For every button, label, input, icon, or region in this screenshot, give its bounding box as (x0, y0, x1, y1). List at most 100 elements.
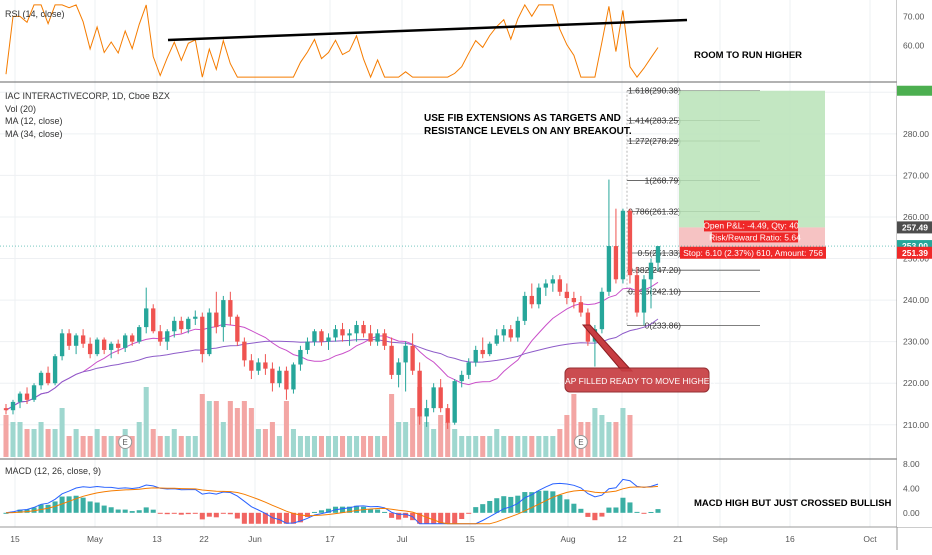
macd-hist-bar (199, 512, 205, 520)
candle-body (410, 345, 415, 371)
volume-bar (24, 429, 30, 457)
volume-bar (396, 422, 402, 457)
macd-hist-bar (368, 509, 374, 513)
macd-hist-bar (297, 512, 303, 523)
volume-bar (431, 429, 437, 457)
candle-body (193, 316, 198, 319)
volume-bar (382, 436, 388, 457)
macd-label: MACD (12, 26, close, 9) (5, 466, 101, 476)
macd-hist-bar (45, 504, 51, 513)
candle-body (571, 298, 577, 303)
macd-hist-bar (248, 512, 254, 524)
volume-bar (52, 429, 58, 457)
macd-hist-bar (311, 511, 317, 513)
candle-body (599, 291, 605, 330)
macd-hist-bar (108, 507, 114, 513)
candle-body (298, 349, 303, 365)
macd-hist-bar (66, 496, 72, 513)
volume-bar (318, 436, 325, 457)
macd-hist-bar (501, 496, 507, 513)
volume-bar (185, 436, 191, 457)
candle-body (123, 335, 128, 348)
macd-hist-bar (17, 509, 23, 513)
fib-level-label: 0(233.86) (645, 321, 682, 331)
macd-hist-bar (606, 507, 612, 513)
macd-hist-bar (641, 512, 647, 514)
candle-body (158, 331, 163, 342)
macd-hist-bar (73, 495, 79, 513)
volume-bar (473, 436, 479, 457)
volume-bar (361, 436, 367, 457)
indicator-ma34: MA (34, close) (5, 129, 63, 139)
candle-body (24, 393, 30, 400)
volume-bar (480, 436, 486, 457)
volume-bar (38, 422, 44, 457)
volume-bar (557, 429, 563, 457)
price-axis[interactable]: 70.0060.00290.00280.00270.00260.00250.00… (897, 0, 932, 527)
time-tick: Jul (397, 534, 408, 544)
long-position-tool[interactable]: Open P&L: -4.49, Qty: 40 Risk/Reward Rati… (0, 90, 897, 259)
volume-bar (410, 408, 416, 457)
price-tick: 260.00 (903, 212, 929, 222)
candle-body (361, 325, 366, 334)
volume-bar (234, 408, 240, 457)
rsi-label: RSI (14, close) (5, 9, 65, 19)
time-tick: 22 (199, 534, 209, 544)
candle-body (179, 320, 184, 330)
candle-body (52, 356, 58, 384)
volume-bar (192, 436, 198, 457)
earnings-marker-label: E (578, 438, 583, 447)
candle-body (207, 312, 212, 355)
fib-annotation: USE FIB EXTENSIONS AS TARGETS AND RESISTA… (424, 113, 632, 137)
volume-bar (339, 436, 346, 457)
candle-body (305, 341, 310, 350)
candle-body (522, 295, 527, 321)
macd-hist-bar (192, 512, 198, 514)
macd-hist-bar (655, 509, 661, 513)
candle-body (45, 372, 51, 384)
macd-hist-bar (255, 512, 261, 524)
gap-callout[interactable]: GAP FILLED READY TO MOVE HIGHER (558, 324, 716, 393)
fib-level-label: 1.618(290.38) (628, 86, 681, 96)
volume-bar (199, 394, 205, 457)
macd-hist-bar (115, 509, 121, 513)
volume-bar (290, 429, 296, 457)
macd-note: MACD HIGH BUT JUST CROSSED BULLISH (694, 498, 892, 509)
volume-bar (494, 429, 500, 457)
candle-body (319, 331, 324, 342)
candle-body (536, 287, 541, 305)
macd-hist-bar (564, 499, 570, 513)
volume-bar (255, 429, 261, 457)
macd-hist-bar (262, 512, 268, 524)
candle-body (137, 327, 142, 342)
macd-hist-bar (466, 512, 472, 514)
volume-bar (220, 422, 226, 457)
volume-bar (136, 422, 142, 457)
volume-bar (45, 429, 51, 457)
macd-hist-bar (382, 511, 388, 513)
volume-bar (178, 436, 184, 457)
volume-bar (487, 436, 493, 457)
candle-body (10, 401, 16, 411)
candle-body (354, 325, 359, 334)
price-label-text: 257.49 (902, 222, 928, 232)
price-label-text: 253.00 (902, 241, 928, 251)
volume-bar (157, 436, 163, 457)
time-axis[interactable]: 15 May 13 22 Jun 17 Jul 15 Aug 12 21 Sep 16 Oct (10, 534, 877, 544)
macd-hist-bar (283, 512, 289, 524)
candle-body (634, 275, 640, 313)
macd-hist-bar (269, 512, 275, 524)
macd-hist-bar (634, 511, 640, 513)
candle-body (648, 262, 654, 280)
candle-body (529, 295, 534, 305)
volume-bar (276, 436, 282, 457)
rsi-line (5, 3, 659, 79)
macd-hist-bar (375, 509, 381, 513)
macd-hist-bar (347, 506, 353, 513)
candle-body (277, 370, 282, 384)
earnings-marker-label: E (123, 438, 128, 447)
candle-body (368, 333, 373, 342)
